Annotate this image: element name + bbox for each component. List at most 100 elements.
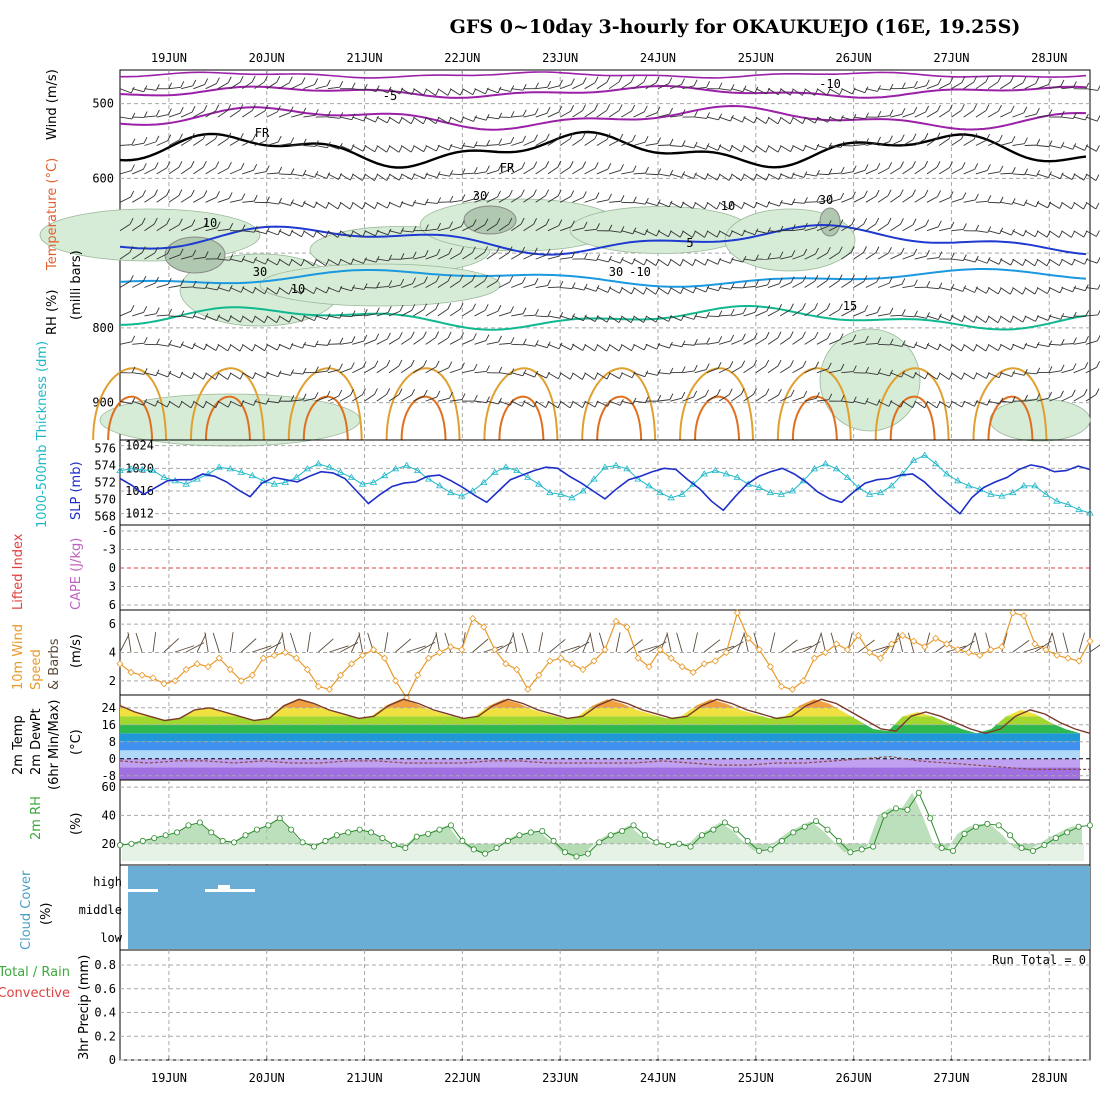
wind-barb xyxy=(388,337,400,345)
wind-barb-flag xyxy=(1096,361,1100,368)
wind-barb xyxy=(633,400,646,404)
wind-barb-flag xyxy=(448,247,453,255)
wind-barb xyxy=(303,315,315,322)
wind-barb-flag xyxy=(581,132,586,139)
temp-contour-minus10-top xyxy=(120,71,1087,79)
wind-barb-flag xyxy=(498,138,503,145)
wind-barb xyxy=(266,400,279,404)
wind-barb xyxy=(584,82,596,90)
wind-barb-flag xyxy=(753,388,757,395)
wind-barb xyxy=(254,400,267,405)
wind-barb xyxy=(816,252,828,260)
data-point xyxy=(345,829,352,836)
data-point xyxy=(459,837,466,844)
wind-barb-flag xyxy=(924,189,929,197)
wind-barb-flag xyxy=(339,80,344,88)
wind-barb-flag xyxy=(153,217,158,225)
wind-barb-flag xyxy=(643,105,648,112)
wind-barb-flag xyxy=(704,231,709,238)
wind-barb-flag xyxy=(985,104,990,111)
wind-barb-flag xyxy=(289,106,294,113)
wind-barb-flag xyxy=(312,259,317,267)
wind-barb xyxy=(364,394,375,402)
wind-barb-flag xyxy=(155,135,160,143)
wind-barb xyxy=(914,138,926,146)
wind-barb xyxy=(523,140,535,146)
wind-barb xyxy=(828,116,841,122)
wind-barb xyxy=(181,286,194,288)
wind-barb xyxy=(449,368,462,374)
wind-barb xyxy=(816,338,828,345)
wind-barb xyxy=(584,228,597,232)
wind-barb xyxy=(731,258,744,263)
wind-barb-flag xyxy=(973,133,978,140)
wind-barb xyxy=(486,196,498,203)
wind-barb-flag xyxy=(534,340,539,347)
date-label: 26JUN xyxy=(836,1071,872,1085)
wind-barb xyxy=(951,287,963,292)
wind-barb-flag xyxy=(973,75,978,83)
wind-barb xyxy=(804,227,817,232)
wind-barb-flag xyxy=(975,224,980,232)
wind-barb xyxy=(841,171,854,175)
wind-barb xyxy=(425,201,438,204)
wind-barb xyxy=(131,195,143,203)
wind-barb-flag xyxy=(668,200,673,207)
wind-barb xyxy=(560,645,581,653)
wind-barb xyxy=(217,167,229,175)
wind-barb xyxy=(425,308,436,317)
wind-barb xyxy=(657,372,670,375)
data-point xyxy=(139,837,146,844)
temp-contour-20 xyxy=(581,367,657,441)
wind-barb-flag xyxy=(510,111,515,118)
data-point xyxy=(193,660,201,668)
wind-barb-flag xyxy=(278,197,282,205)
wind-barb xyxy=(645,230,657,237)
wind-barb-flag xyxy=(1085,310,1090,317)
wind-barb xyxy=(242,400,254,406)
wind-barb-flag xyxy=(422,331,427,338)
wind-barb-flag xyxy=(717,362,722,369)
wind-barb-flag xyxy=(655,76,660,83)
wind-barb xyxy=(462,116,474,122)
wind-barb-flag xyxy=(1058,259,1063,266)
wind-barb xyxy=(682,287,694,294)
data-point xyxy=(943,640,951,648)
wind-barb xyxy=(633,111,645,118)
wind-barb xyxy=(792,228,805,232)
wind-barb xyxy=(584,372,595,380)
wind-barb xyxy=(131,223,143,232)
wind-barb xyxy=(523,223,534,232)
wind-barb-flag xyxy=(448,361,453,368)
wind-barb-flag xyxy=(1085,335,1089,343)
wind-barb xyxy=(229,632,234,653)
wind-barb-flag xyxy=(961,344,965,352)
wind-barb xyxy=(951,198,963,203)
wind-barb xyxy=(767,309,779,317)
contour-label: 15 xyxy=(843,299,857,313)
wind-barb xyxy=(1061,145,1073,150)
wind-barb xyxy=(156,283,169,288)
wind-barb xyxy=(828,309,840,317)
wind-barb xyxy=(291,372,304,375)
wind-barb xyxy=(535,166,546,175)
thickness-tick: 572 xyxy=(94,476,116,490)
data-point xyxy=(821,460,830,467)
wind-barb-flag xyxy=(327,364,331,372)
wind-barb-flag xyxy=(473,167,478,174)
wind-barb-flag xyxy=(545,401,550,408)
wind-barb xyxy=(816,368,829,374)
wind-barb-flag xyxy=(1023,342,1027,350)
wind-barb-flag xyxy=(204,78,209,85)
wind-barb xyxy=(1085,201,1097,210)
wind-barb-flag xyxy=(241,255,246,262)
wind-barb xyxy=(951,258,964,262)
data-point xyxy=(288,826,295,833)
wind-barb-flag xyxy=(314,109,319,116)
wind-barb xyxy=(400,145,412,153)
wind-barb xyxy=(645,143,658,146)
wind-barb-flag xyxy=(154,246,159,254)
wind-barb xyxy=(329,645,349,653)
wind-barb xyxy=(706,341,719,345)
wind-barb xyxy=(242,287,254,294)
